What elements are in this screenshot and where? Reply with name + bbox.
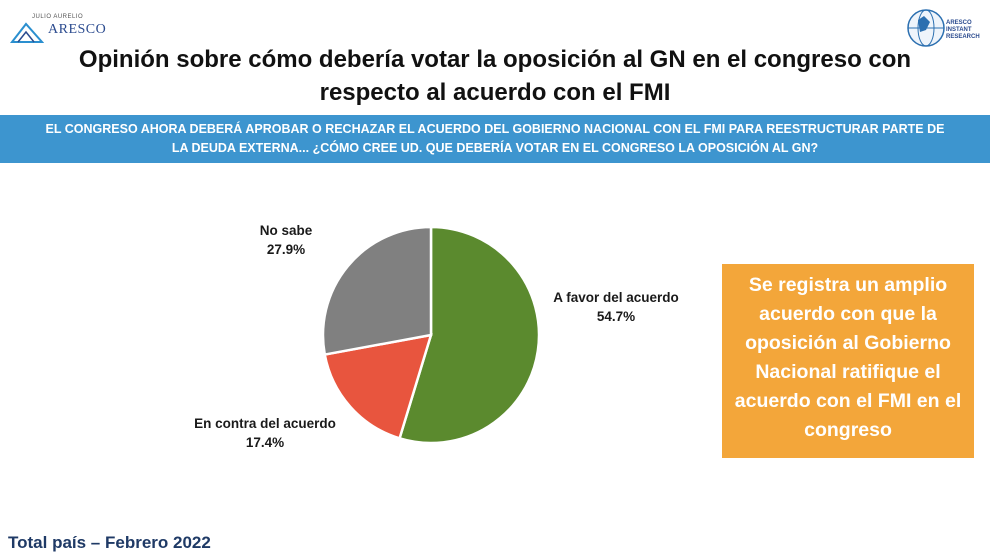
logo-mountain-icon	[10, 22, 44, 43]
logo-name: ARESCO	[48, 22, 107, 37]
pie-label-name: No sabe	[260, 223, 313, 238]
pie-label: No sabe 27.9%	[260, 223, 313, 257]
pie-label-name: En contra del acuerdo	[194, 416, 336, 431]
logo-right-name: ARESCO INSTANT RESEARCH	[946, 20, 980, 40]
pie-label-value: 17.4%	[246, 435, 284, 450]
logo-tagline: JULIO AURELIO	[32, 14, 84, 20]
question-line-1: EL CONGRESO AHORA DEBERÁ APROBAR O RECHA…	[45, 122, 945, 136]
summary-callout: Se registra un amplio acuerdo con que la…	[722, 264, 974, 458]
pie-label-value: 54.7%	[597, 309, 635, 324]
question-line-2: LA DEUDA EXTERNA... ¿CÓMO CREE UD. QUE D…	[171, 141, 819, 155]
aresco-logo: JULIO AURELIO ARESCO	[10, 14, 120, 50]
aresco-instant-research-logo: ARESCO INSTANT RESEARCH	[906, 6, 990, 52]
pie-label: A favor del acuerdo 54.7%	[553, 290, 679, 324]
pie-slice-a-favor-del-acuerdo	[398, 225, 541, 445]
page-title: Opinión sobre cómo debería votar la opos…	[78, 46, 912, 106]
pie-label: En contra del acuerdo 17.4%	[194, 416, 336, 450]
pie-slice-en-contra-del-acuerdo	[323, 333, 433, 440]
pie-slice-no-sabe	[321, 225, 433, 357]
globe-icon	[907, 9, 945, 47]
footer-note: Total país – Febrero 2022	[8, 533, 211, 552]
pie-label-name: A favor del acuerdo	[553, 290, 679, 305]
question-banner: EL CONGRESO AHORA DEBERÁ APROBAR O RECHA…	[0, 115, 990, 163]
pie-label-value: 27.9%	[267, 242, 305, 257]
